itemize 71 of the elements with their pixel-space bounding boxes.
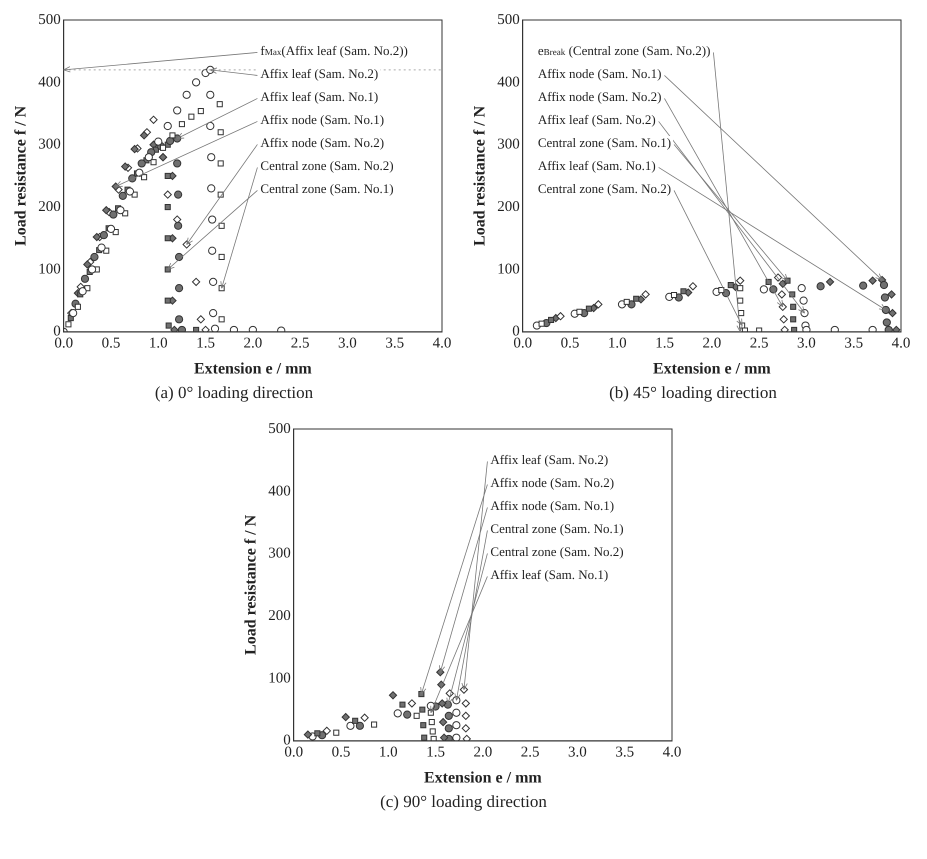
x-tick-label: 2.5	[520, 744, 540, 761]
x-tick-label: 0.0	[513, 336, 532, 352]
y-tick-label: 500	[497, 12, 520, 28]
x-tick-label: 1.5	[655, 336, 674, 352]
x-tick-label: 3.0	[568, 744, 586, 761]
annotation: Central zone (Sam. No.2)	[490, 544, 624, 559]
y-tick-label: 200	[497, 199, 520, 216]
x-axis-title: Extension e / mm	[652, 360, 772, 378]
x-tick-label: 4.0	[892, 336, 910, 352]
text: (c) 90° loading direction	[379, 792, 548, 812]
x-tick-label: 3.0	[797, 336, 816, 352]
y-tick-label: 500	[268, 420, 290, 437]
annotation: Affix node (Sam. No.1)	[490, 498, 614, 513]
x-tick-label: 0.5	[560, 336, 580, 352]
y-tick-label: 100	[38, 261, 61, 278]
annotation: Affix node (Sam. No.2)	[260, 134, 384, 150]
y-axis-title: Load resistance f / N	[472, 105, 489, 246]
annotation: fMax(Affix leaf (Sam. No.2))	[260, 42, 408, 58]
annotation: Affix leaf (Sam. No.1)	[490, 566, 608, 582]
annotation: Central zone (Sam. No.1)	[260, 180, 394, 196]
x-tick-label: 4.0	[662, 744, 681, 761]
y-tick-label: 400	[38, 74, 61, 90]
y-axis-title: Load resistance f / N	[242, 514, 260, 655]
x-tick-label: 1.0	[608, 336, 627, 352]
y-tick-label: 100	[268, 670, 290, 686]
annotation: Affix leaf (Sam. No.1)	[538, 158, 656, 173]
y-tick-label: 400	[497, 74, 520, 90]
annotation: Central zone (Sam. No.2)	[260, 158, 394, 173]
x-tick-label: 0.0	[54, 336, 74, 352]
annotation: Affix node (Sam. No.1)	[260, 112, 384, 127]
annotation: eBreak (Central zone (Sam. No.2))	[538, 42, 710, 58]
annotation: Affix leaf (Sam. No.2)	[260, 66, 378, 81]
y-tick-label: 100	[497, 261, 520, 278]
y-tick-label: 200	[268, 608, 290, 624]
y-tick-label: 300	[497, 136, 520, 153]
x-tick-label: 1.0	[148, 336, 168, 352]
y-tick-label: 300	[38, 136, 61, 153]
x-tick-label: 3.5	[844, 336, 864, 352]
x-tick-label: 1.5	[426, 744, 444, 761]
annotation: Affix leaf (Sam. No.2)	[490, 452, 608, 467]
x-tick-label: 2.0	[702, 336, 722, 352]
x-tick-label: 0.5	[331, 744, 350, 761]
y-tick-label: 200	[38, 199, 61, 216]
annotation: Central zone (Sam. No.1)	[490, 520, 624, 536]
x-tick-label: 0.0	[284, 744, 303, 761]
y-tick-label: 300	[268, 546, 290, 562]
text: (b) 45° loading direction	[608, 383, 778, 403]
x-tick-label: 2.5	[750, 336, 769, 352]
annotation: Affix node (Sam. No.2)	[490, 474, 614, 490]
y-tick-label: 500	[38, 12, 61, 28]
y-axis-title: Load resistance f / N	[12, 105, 30, 246]
x-tick-label: 2.0	[472, 744, 492, 761]
annotation: Affix leaf (Sam. No.2)	[538, 112, 656, 127]
text: (a) 0° loading direction	[154, 383, 314, 403]
x-tick-label: 2.5	[290, 336, 310, 352]
x-tick-label: 1.0	[378, 744, 398, 761]
x-tick-label: 3.0	[338, 336, 357, 352]
x-tick-label: 4.0	[432, 336, 452, 352]
y-tick-label: 400	[268, 483, 290, 500]
annotation: Affix leaf (Sam. No.1)	[260, 88, 378, 104]
x-axis-title: Extension e / mm	[194, 360, 312, 378]
x-tick-label: 3.5	[385, 336, 404, 352]
annotation: Affix node (Sam. No.1)	[538, 66, 662, 81]
annotation: Central zone (Sam. No.1)	[538, 134, 672, 150]
x-tick-label: 2.0	[243, 336, 262, 352]
x-tick-label: 1.5	[196, 336, 215, 352]
x-axis-title: Extension e / mm	[423, 770, 542, 787]
annotation: Central zone (Sam. No.2)	[538, 180, 672, 196]
annotation: Affix node (Sam. No.2)	[538, 88, 662, 104]
x-tick-label: 3.5	[614, 744, 634, 761]
x-tick-label: 0.5	[102, 336, 120, 352]
